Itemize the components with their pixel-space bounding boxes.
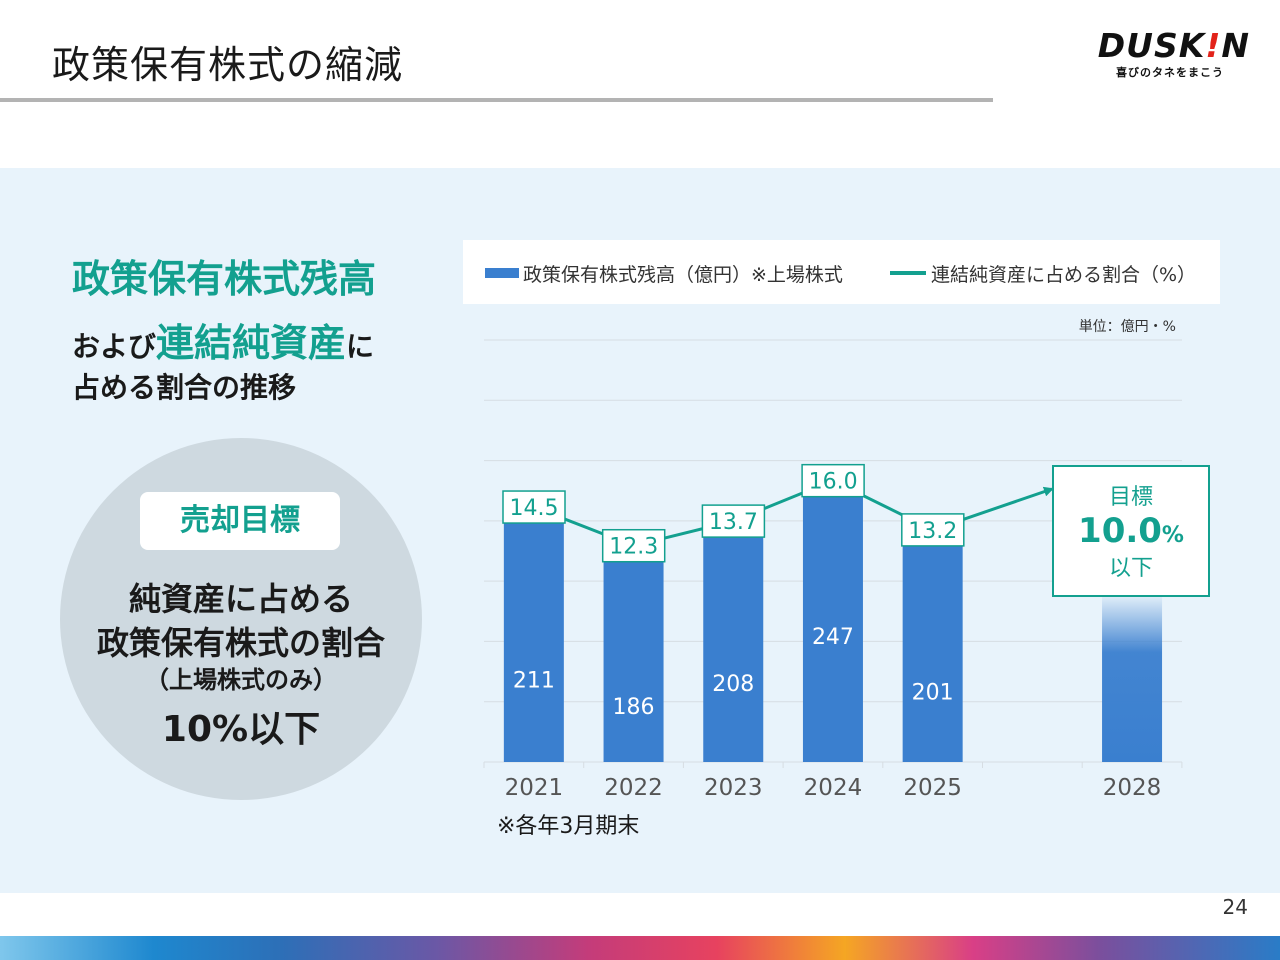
ratio-label-box-2023 bbox=[701, 504, 766, 538]
bar-2021 bbox=[503, 507, 564, 762]
heading-line2-pre: および bbox=[72, 330, 157, 363]
legend-line-label: 連結純資産に占める割合（%） bbox=[931, 264, 1197, 286]
left-heading-line3: 占める割合の推移 bbox=[72, 371, 297, 404]
bar-2025 bbox=[902, 519, 963, 762]
title-divider bbox=[0, 98, 993, 102]
sale-target-badge: 売却目標 bbox=[140, 492, 340, 550]
logo-word-part-c: N bbox=[1221, 26, 1250, 65]
heading-line2-post: に bbox=[346, 330, 375, 363]
ratio-value-label-2024: 16.0 bbox=[809, 470, 858, 495]
legend-line-swatch bbox=[890, 271, 926, 275]
ratio-value-label-2022: 12.3 bbox=[609, 535, 658, 560]
bar-target-2028 bbox=[1102, 593, 1163, 762]
circle-text-line3: （上場株式のみ） bbox=[145, 666, 337, 694]
bar-value-label-2024: 247 bbox=[812, 625, 854, 650]
bar-2022 bbox=[603, 537, 664, 762]
unit-note: 単位：億円・% bbox=[1078, 319, 1176, 335]
logo-tagline: 喜びのタネをまこう bbox=[1116, 66, 1224, 79]
circle-text-line1: 純資産に占める bbox=[128, 580, 353, 618]
x-tick-label-2023: 2023 bbox=[704, 775, 763, 801]
bar-value-label-2023: 208 bbox=[712, 672, 754, 697]
ratio-label-box-2024 bbox=[801, 463, 865, 498]
x-tick-label-2028: 2028 bbox=[1103, 775, 1162, 801]
bar-2023 bbox=[703, 511, 764, 762]
footnote: ※各年3月期末 bbox=[497, 814, 640, 839]
page-number: 24 bbox=[1222, 895, 1248, 919]
ratio-label-box-2021 bbox=[502, 490, 566, 524]
circle-text-line2: 政策保有株式の割合 bbox=[96, 624, 385, 662]
brand-color-stripe bbox=[0, 936, 1280, 960]
heading-line2-accent: 連結純資産 bbox=[156, 321, 347, 365]
logo-wordmark: DUSK!N bbox=[1090, 28, 1250, 64]
x-tick-label-2025: 2025 bbox=[903, 775, 962, 801]
left-heading-line2: および連結純資産に bbox=[72, 312, 374, 367]
legend-bar-label: 政策保有株式残高（億円）※上場株式 bbox=[523, 264, 843, 286]
target-suffix: 以下 bbox=[1108, 556, 1153, 581]
bar-value-label-2025: 201 bbox=[912, 681, 954, 706]
company-logo: DUSK!N 喜びのタネをまこう bbox=[1090, 28, 1250, 80]
legend-bar-swatch bbox=[485, 268, 519, 278]
bar-value-label-2021: 211 bbox=[513, 669, 555, 694]
logo-word-part-a: DUSK bbox=[1097, 26, 1206, 65]
circle-text-line4: 10%以下 bbox=[161, 709, 321, 750]
ratio-label-box-2025 bbox=[901, 513, 965, 547]
target-value-line: 10.0% bbox=[1054, 511, 1208, 556]
left-heading-line1: 政策保有株式残高 bbox=[72, 257, 377, 301]
bar-value-label-2022: 186 bbox=[613, 695, 655, 720]
ratio-value-label-2025: 13.2 bbox=[908, 519, 957, 544]
bar-2024 bbox=[802, 464, 863, 762]
target-label: 目標 bbox=[1108, 485, 1153, 510]
logo-word-part-b: ! bbox=[1205, 26, 1222, 65]
ratio-value-label-2023: 13.7 bbox=[709, 510, 758, 535]
target-value: 10.0 bbox=[1078, 511, 1162, 551]
x-tick-label-2024: 2024 bbox=[804, 775, 863, 801]
target-box: 目標 10.0% 以下 bbox=[1052, 465, 1210, 597]
page-title: 政策保有株式の縮減 bbox=[52, 43, 404, 87]
ratio-label-box-2022 bbox=[601, 528, 666, 563]
chart-legend: 政策保有株式残高（億円）※上場株式 連結純資産に占める割合（%） bbox=[463, 240, 1220, 304]
x-tick-label-2021: 2021 bbox=[505, 775, 564, 801]
x-tick-label-2022: 2022 bbox=[604, 775, 663, 801]
target-unit: % bbox=[1161, 523, 1184, 548]
ratio-value-label-2021: 14.5 bbox=[510, 496, 559, 521]
